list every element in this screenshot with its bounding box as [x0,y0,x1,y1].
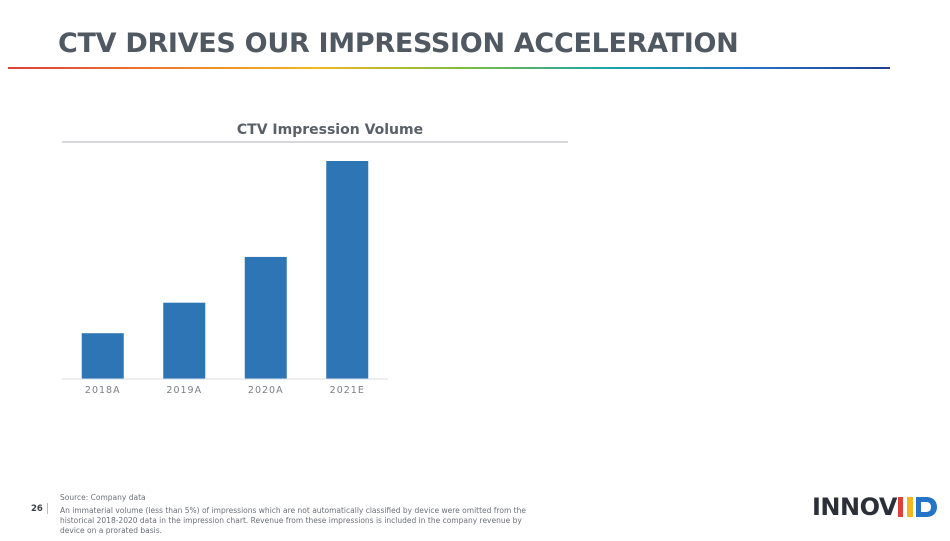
x-tick-label: 2018A [85,385,121,396]
page-number: 26 [31,504,43,514]
bar-2020A [245,257,287,379]
x-tick-label: 2019A [166,385,202,396]
x-tick-labels: 2018A 2019A 2020A 2021E [85,385,365,396]
page-number-divider [47,503,48,514]
bars-layer [82,161,369,379]
x-tick-label: 2020A [248,385,284,396]
innovid-mark-icon [898,494,938,520]
footer-source: Source: Company data [60,493,146,502]
bar-2019A [163,303,205,379]
x-tick-label: 2021E [330,385,365,396]
innovid-logo: INNOV [812,491,938,523]
bar-2021E [326,161,368,379]
bar-2018A [82,333,124,379]
logo-wordmark: INNOV [812,493,897,521]
footer-note: An immaterial volume (less than 5%) of i… [60,506,540,536]
